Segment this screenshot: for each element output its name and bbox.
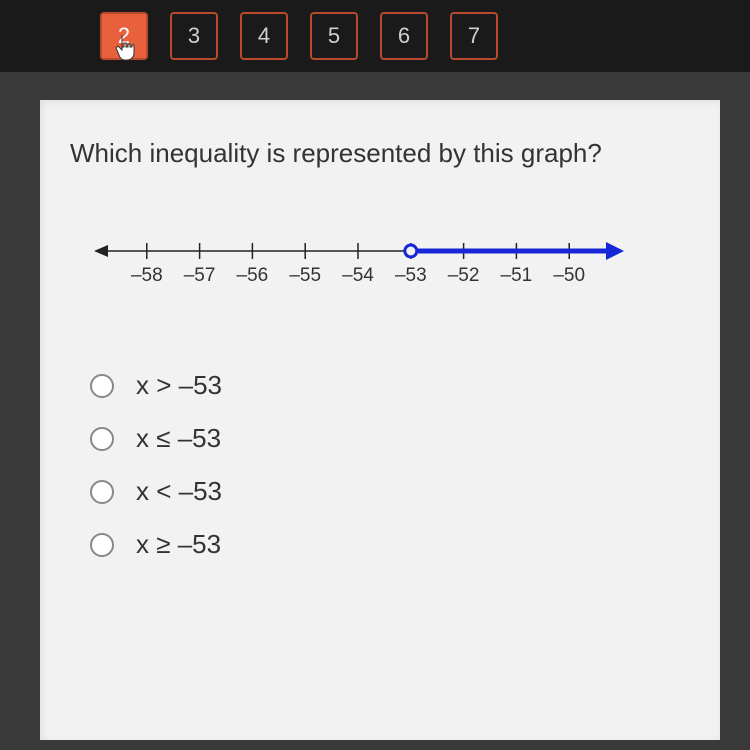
svg-text:–58: –58 <box>131 265 163 286</box>
svg-text:–51: –51 <box>501 265 533 286</box>
nav-question-7[interactable]: 7 <box>450 12 498 60</box>
answer-option-c[interactable]: x < –53 <box>90 476 690 507</box>
question-panel: Which inequality is represented by this … <box>40 100 720 740</box>
nav-label: 3 <box>188 23 200 49</box>
svg-text:–57: –57 <box>184 265 216 286</box>
answer-option-a[interactable]: x > –53 <box>90 370 690 401</box>
radio-icon <box>90 533 114 557</box>
answer-option-b[interactable]: x ≤ –53 <box>90 423 690 454</box>
nav-question-3[interactable]: 3 <box>170 12 218 60</box>
radio-icon <box>90 427 114 451</box>
nav-label: 2 <box>118 23 130 49</box>
svg-text:–50: –50 <box>553 265 585 286</box>
nav-label: 5 <box>328 23 340 49</box>
radio-icon <box>90 374 114 398</box>
nav-label: 6 <box>398 23 410 49</box>
nav-label: 7 <box>468 23 480 49</box>
answer-label: x ≥ –53 <box>136 529 221 560</box>
answer-option-d[interactable]: x ≥ –53 <box>90 529 690 560</box>
nav-question-6[interactable]: 6 <box>380 12 428 60</box>
answer-label: x ≤ –53 <box>136 423 221 454</box>
nav-question-5[interactable]: 5 <box>310 12 358 60</box>
question-nav: 2 3 4 5 6 7 <box>0 0 750 72</box>
question-text: Which inequality is represented by this … <box>70 138 690 169</box>
nav-label: 4 <box>258 23 270 49</box>
svg-text:–54: –54 <box>342 265 374 286</box>
number-line-svg: –58 –57 –56 –55 –54 –53 –52 –51 –50 <box>78 229 638 299</box>
answer-list: x > –53 x ≤ –53 x < –53 x ≥ –53 <box>70 370 690 560</box>
svg-text:–56: –56 <box>237 265 269 286</box>
svg-text:–55: –55 <box>289 265 321 286</box>
svg-text:–53: –53 <box>395 265 427 286</box>
nav-question-2[interactable]: 2 <box>100 12 148 60</box>
answer-label: x < –53 <box>136 476 222 507</box>
answer-label: x > –53 <box>136 370 222 401</box>
number-line-graph: –58 –57 –56 –55 –54 –53 –52 –51 –50 <box>70 219 690 330</box>
radio-icon <box>90 480 114 504</box>
svg-text:–52: –52 <box>448 265 480 286</box>
nav-question-4[interactable]: 4 <box>240 12 288 60</box>
